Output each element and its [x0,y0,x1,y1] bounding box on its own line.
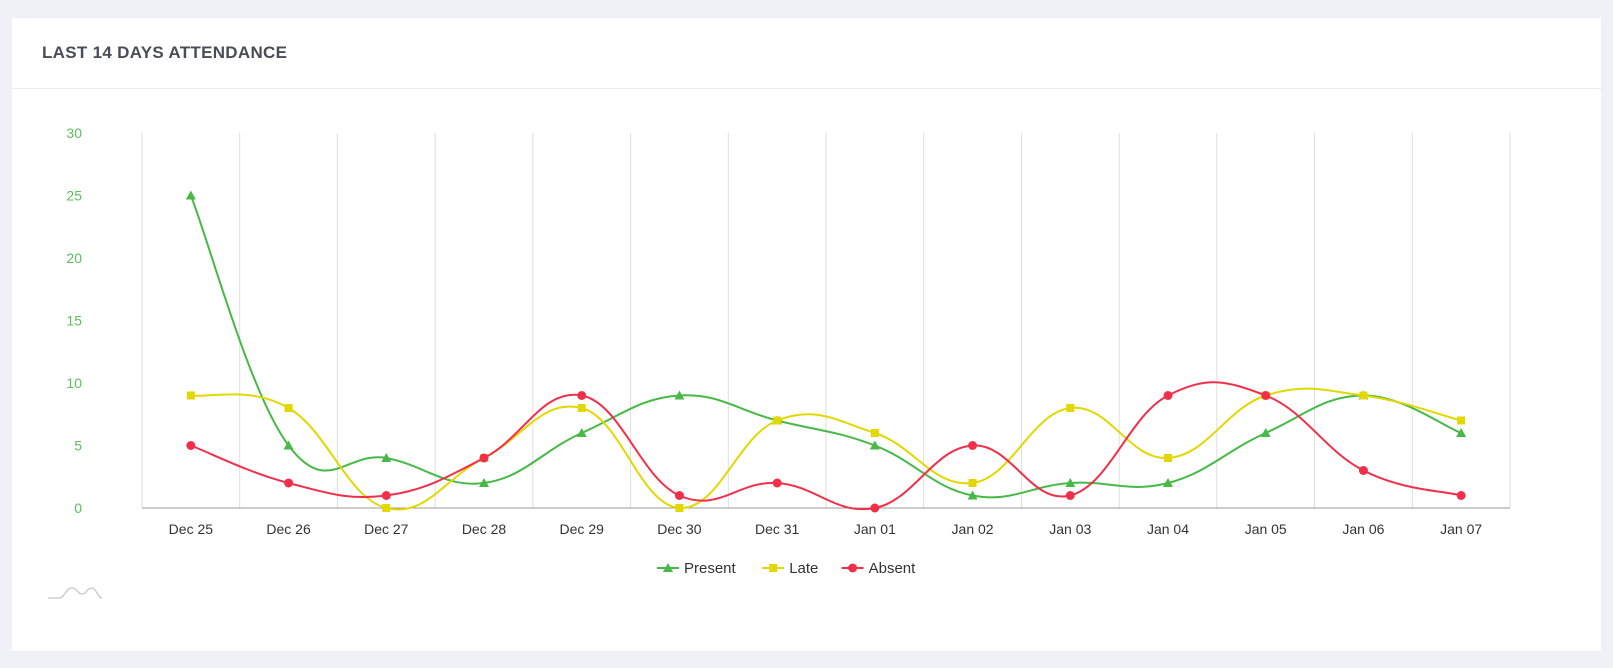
x-axis-ticks: Dec 25 Dec 26 Dec 27 Dec 28 Dec 29 Dec 30 Dec … [169,521,1483,537]
data-point-absent [284,478,294,488]
data-point-late [1164,454,1172,462]
data-point-present [674,390,685,400]
x-tick-label: Dec 27 [364,521,409,537]
x-tick-label: Dec 31 [755,521,800,537]
x-tick-label: Jan 03 [1049,521,1091,537]
y-tick-label: 0 [74,500,82,516]
data-point-late [1066,404,1075,412]
legend-marker-present [663,563,673,572]
x-tick-label: Dec 26 [266,521,311,537]
attendance-card: LAST 14 DAYS ATTENDANCE 0 5 10 15 20 25 30 Dec … [12,18,1601,651]
x-tick-label: Dec 25 [169,521,214,537]
data-point-absent [381,491,391,500]
data-point-absent [1261,391,1271,400]
data-point-late [870,429,879,437]
data-point-absent [772,478,782,488]
data-point-late [968,479,977,487]
x-tick-label: Dec 30 [657,521,702,537]
data-point-absent [1163,391,1173,400]
x-tick-label: Jan 05 [1245,521,1287,537]
y-tick-label: 20 [66,250,82,266]
data-point-present [185,190,196,200]
series-line-present [189,195,1462,499]
data-point-late [577,404,586,412]
data-point-absent [968,441,978,450]
data-point-present [1260,428,1271,437]
series-line-late [190,387,1462,511]
x-tick-label: Dec 29 [560,521,605,537]
x-tick-label: Jan 07 [1440,521,1482,537]
data-point-late [1457,416,1466,425]
series-line-absent [190,381,1462,511]
data-point-late [675,504,684,512]
x-tick-label: Jan 02 [952,521,994,537]
data-point-absent [186,441,196,450]
data-point-late [1359,391,1368,400]
data-point-late [284,404,293,412]
data-point-present [381,453,392,462]
data-point-absent [577,391,587,400]
x-tick-label: Dec 28 [462,521,507,537]
legend-marker-absent [848,563,858,573]
series-absent [186,381,1466,513]
y-axis-ticks: 0 5 10 15 20 25 30 [66,125,82,516]
series-present [185,190,1467,500]
y-tick-label: 30 [66,125,82,141]
card-title: LAST 14 DAYS ATTENDANCE [42,43,288,62]
legend-label-present: Present [684,560,737,577]
y-tick-label: 15 [66,313,82,329]
data-point-absent [1065,491,1075,500]
data-point-present [1065,478,1076,487]
legend-marker-late [769,564,778,572]
data-point-present [576,428,587,437]
data-point-absent [479,453,489,463]
y-tick-label: 10 [66,375,82,391]
x-tick-label: Jan 04 [1147,521,1189,537]
data-point-late [382,504,391,512]
legend-item-absent: Absent [841,560,917,577]
legend-item-late: Late [762,560,818,577]
legend-label-absent: Absent [869,560,917,577]
data-point-absent [870,503,880,513]
data-point-present [1456,428,1467,437]
data-point-late [186,391,195,400]
data-point-absent [674,491,684,500]
legend-item-present: Present [657,560,737,577]
data-point-absent [1358,466,1368,475]
x-tick-label: Jan 01 [854,521,896,537]
data-point-late [773,416,782,425]
legend-label-late: Late [789,560,818,577]
y-tick-label: 5 [74,438,82,454]
data-point-absent [1456,491,1466,500]
data-point-present [283,440,294,450]
legend: Present Late Absent [657,560,916,577]
data-point-present [1163,478,1173,487]
x-tick-label: Jan 06 [1342,521,1384,537]
y-tick-label: 25 [66,188,82,204]
card-header: LAST 14 DAYS ATTENDANCE [12,18,1601,89]
data-point-present [967,490,978,500]
chart-watermark-icon [48,587,103,599]
data-point-present [869,440,880,450]
grid-lines [141,133,1511,508]
data-point-present [479,478,489,487]
